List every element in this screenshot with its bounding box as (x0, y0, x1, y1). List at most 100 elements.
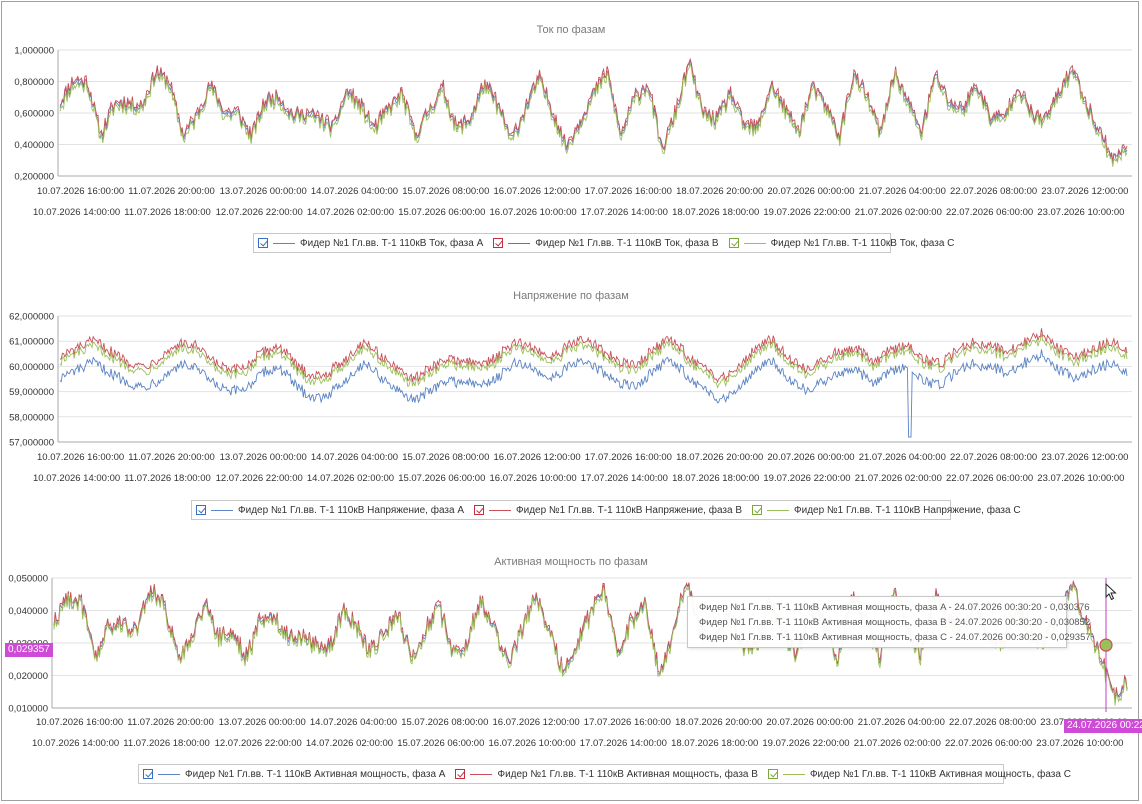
x-tick-label: 18.07.2026 18:00:00 (672, 207, 759, 218)
series-line-a (59, 59, 1128, 164)
x-tick-label: 17.07.2026 16:00:00 (584, 717, 671, 728)
x-tick-label: 15.07.2026 08:00:00 (401, 717, 488, 728)
legend-label: Фидер №1 Гл.вв. Т-1 110кВ Ток, фаза B (535, 237, 719, 249)
plot-current[interactable]: 0,200000 0,400000 0,600000 0,800000 1,000000… (0, 40, 1142, 262)
legend-item-phase-b[interactable]: Фидер №1 Гл.вв. Т-1 110кВ Напряжение, фа… (474, 505, 742, 516)
x-tick-label: 21.07.2026 04:00:00 (859, 186, 946, 197)
x-tick-label: 16.07.2026 12:00:00 (494, 186, 581, 197)
y-tick-label: 0,040000 (8, 606, 48, 617)
x-tick-label: 12.07.2026 22:00:00 (215, 738, 302, 749)
legend-label: Фидер №1 Гл.вв. Т-1 110кВ Активная мощно… (497, 768, 758, 780)
checkbox-icon[interactable] (196, 505, 206, 515)
legend-item-phase-a[interactable]: Фидер №1 Гл.вв. Т-1 110кВ Напряжение, фа… (196, 505, 464, 516)
x-tick-label: 21.07.2026 02:00:00 (855, 207, 942, 218)
x-tick-label: 21.07.2026 02:00:00 (854, 738, 941, 749)
series-line-icon (767, 509, 789, 511)
checkbox-icon[interactable] (455, 769, 466, 779)
x-tick-label: 16.07.2026 10:00:00 (489, 738, 576, 749)
x-tick-label: 21.07.2026 04:00:00 (859, 452, 946, 463)
y-tick-label: 0,600000 (14, 109, 54, 120)
x-tick-label: 13.07.2026 00:00:00 (220, 452, 307, 463)
checkbox-icon[interactable] (752, 505, 762, 515)
legend-label: Фидер №1 Гл.вв. Т-1 110кВ Ток, фаза C (770, 237, 955, 249)
y-tick-label: 62,000000 (9, 312, 54, 323)
legend-voltage[interactable]: Фидер №1 Гл.вв. Т-1 110кВ Напряжение, фа… (191, 500, 1021, 520)
x-tick-label: 16.07.2026 10:00:00 (490, 207, 577, 218)
checkbox-icon[interactable] (728, 238, 739, 248)
x-tick-label: 16.07.2026 10:00:00 (490, 473, 577, 484)
x-tick-label: 16.07.2026 12:00:00 (494, 452, 581, 463)
tooltip-text: Фидер №1 Гл.вв. Т-1 110кВ Активная мощно… (699, 602, 1090, 613)
series-line-b (59, 57, 1128, 162)
legend-item-phase-c[interactable]: Фидер №1 Гл.вв. Т-1 110кВ Активная мощно… (767, 768, 1071, 780)
legend-label: Фидер №1 Гл.вв. Т-1 110кВ Напряжение, фа… (238, 504, 464, 516)
x-tick-label: 10.07.2026 16:00:00 (36, 717, 123, 728)
y-tick-label: 59,000000 (9, 387, 54, 398)
legend-item-phase-c[interactable]: Фидер №1 Гл.вв. Т-1 110кВ Ток, фаза C (728, 237, 955, 249)
checkbox-icon[interactable] (767, 769, 778, 779)
x-tick-label: 15.07.2026 06:00:00 (397, 738, 484, 749)
tooltip-text: Фидер №1 Гл.вв. Т-1 110кВ Активная мощно… (699, 617, 1091, 628)
tooltip-text: Фидер №1 Гл.вв. Т-1 110кВ Активная мощно… (699, 632, 1091, 643)
x-tick-label: 17.07.2026 14:00:00 (581, 473, 668, 484)
x-tick-label: 19.07.2026 22:00:00 (762, 738, 849, 749)
legend-label: Фидер №1 Гл.вв. Т-1 110кВ Ток, фаза A (300, 237, 484, 249)
series-line-icon (508, 242, 531, 244)
crosshair-marker (1099, 638, 1113, 652)
x-tick-label: 23.07.2026 10:00:00 (1036, 738, 1123, 749)
x-tick-label: 11.07.2026 18:00:00 (124, 207, 210, 218)
crosshair-value-label: 0,029357 (5, 643, 53, 657)
series-line-icon (743, 242, 766, 244)
x-tick-label: 14.07.2026 02:00:00 (307, 473, 394, 484)
legend-item-phase-a[interactable]: Фидер №1 Гл.вв. Т-1 110кВ Ток, фаза A (258, 238, 483, 249)
legend-current[interactable]: Фидер №1 Гл.вв. Т-1 110кВ Ток, фаза A Фи… (253, 233, 954, 253)
x-tick-label: 20.07.2026 00:00:00 (767, 186, 854, 197)
legend-item-phase-b[interactable]: Фидер №1 Гл.вв. Т-1 110кВ Активная мощно… (455, 768, 758, 780)
x-tick-label: 23.07.2026 12:00:00 (1041, 452, 1128, 463)
x-tick-label: 20.07.2026 00:00:00 (767, 452, 854, 463)
legend-item-phase-a[interactable]: Фидер №1 Гл.вв. Т-1 110кВ Активная мощно… (143, 769, 445, 780)
checkbox-icon[interactable] (474, 505, 484, 515)
y-tick-label: 61,000000 (9, 337, 54, 348)
y-tick-label: 0,400000 (14, 140, 54, 151)
x-tick-label: 19.07.2026 22:00:00 (763, 473, 850, 484)
x-tick-label: 14.07.2026 02:00:00 (306, 738, 393, 749)
crosshair-time-label: 24.07.2026 00:22 (1064, 719, 1142, 733)
checkbox-icon[interactable] (258, 238, 268, 248)
series-line-icon (273, 242, 295, 244)
legend-label: Фидер №1 Гл.вв. Т-1 110кВ Активная мощно… (809, 768, 1071, 780)
x-tick-label: 18.07.2026 20:00:00 (676, 452, 763, 463)
checkbox-icon[interactable] (493, 238, 504, 248)
x-tick-label: 17.07.2026 16:00:00 (585, 452, 672, 463)
plot-voltage[interactable]: 57,000000 58,000000 59,000000 60,000000 61,0… (0, 308, 1142, 494)
x-tick-label: 22.07.2026 08:00:00 (950, 186, 1037, 197)
x-tick-label: 18.07.2026 20:00:00 (675, 717, 762, 728)
legend-item-phase-b[interactable]: Фидер №1 Гл.вв. Т-1 110кВ Ток, фаза B (493, 237, 719, 249)
x-tick-label: 14.07.2026 02:00:00 (307, 207, 394, 218)
x-tick-label: 16.07.2026 12:00:00 (493, 717, 580, 728)
x-tick-label: 11.07.2026 18:00:00 (124, 473, 210, 484)
x-tick-label: 15.07.2026 08:00:00 (402, 452, 489, 463)
x-tick-label: 22.07.2026 08:00:00 (949, 717, 1036, 728)
x-tick-label: 20.07.2026 00:00:00 (766, 717, 853, 728)
x-tick-label: 21.07.2026 04:00:00 (858, 717, 945, 728)
series-line-icon (782, 773, 805, 775)
y-tick-label: 57,000000 (9, 438, 54, 449)
y-tick-label: 0,050000 (8, 574, 48, 585)
x-tick-label: 17.07.2026 16:00:00 (585, 186, 672, 197)
legend-label: Фидер №1 Гл.вв. Т-1 110кВ Напряжение, фа… (794, 504, 1021, 516)
x-tick-label: 10.07.2026 14:00:00 (32, 738, 119, 749)
legend-item-phase-c[interactable]: Фидер №1 Гл.вв. Т-1 110кВ Напряжение, фа… (752, 505, 1021, 516)
x-tick-label: 14.07.2026 04:00:00 (310, 717, 397, 728)
legend-power[interactable]: Фидер №1 Гл.вв. Т-1 110кВ Активная мощно… (138, 764, 1071, 784)
x-tick-label: 18.07.2026 20:00:00 (676, 186, 763, 197)
checkbox-icon[interactable] (143, 769, 153, 779)
x-tick-label: 22.07.2026 06:00:00 (946, 473, 1033, 484)
x-tick-label: 15.07.2026 06:00:00 (398, 473, 485, 484)
y-tick-label: 60,000000 (9, 362, 54, 373)
x-tick-label: 14.07.2026 04:00:00 (311, 186, 398, 197)
series-line-c (59, 63, 1128, 167)
series-line-c (59, 333, 1128, 389)
x-tick-label: 10.07.2026 14:00:00 (33, 207, 120, 218)
x-tick-label: 13.07.2026 00:00:00 (220, 186, 307, 197)
